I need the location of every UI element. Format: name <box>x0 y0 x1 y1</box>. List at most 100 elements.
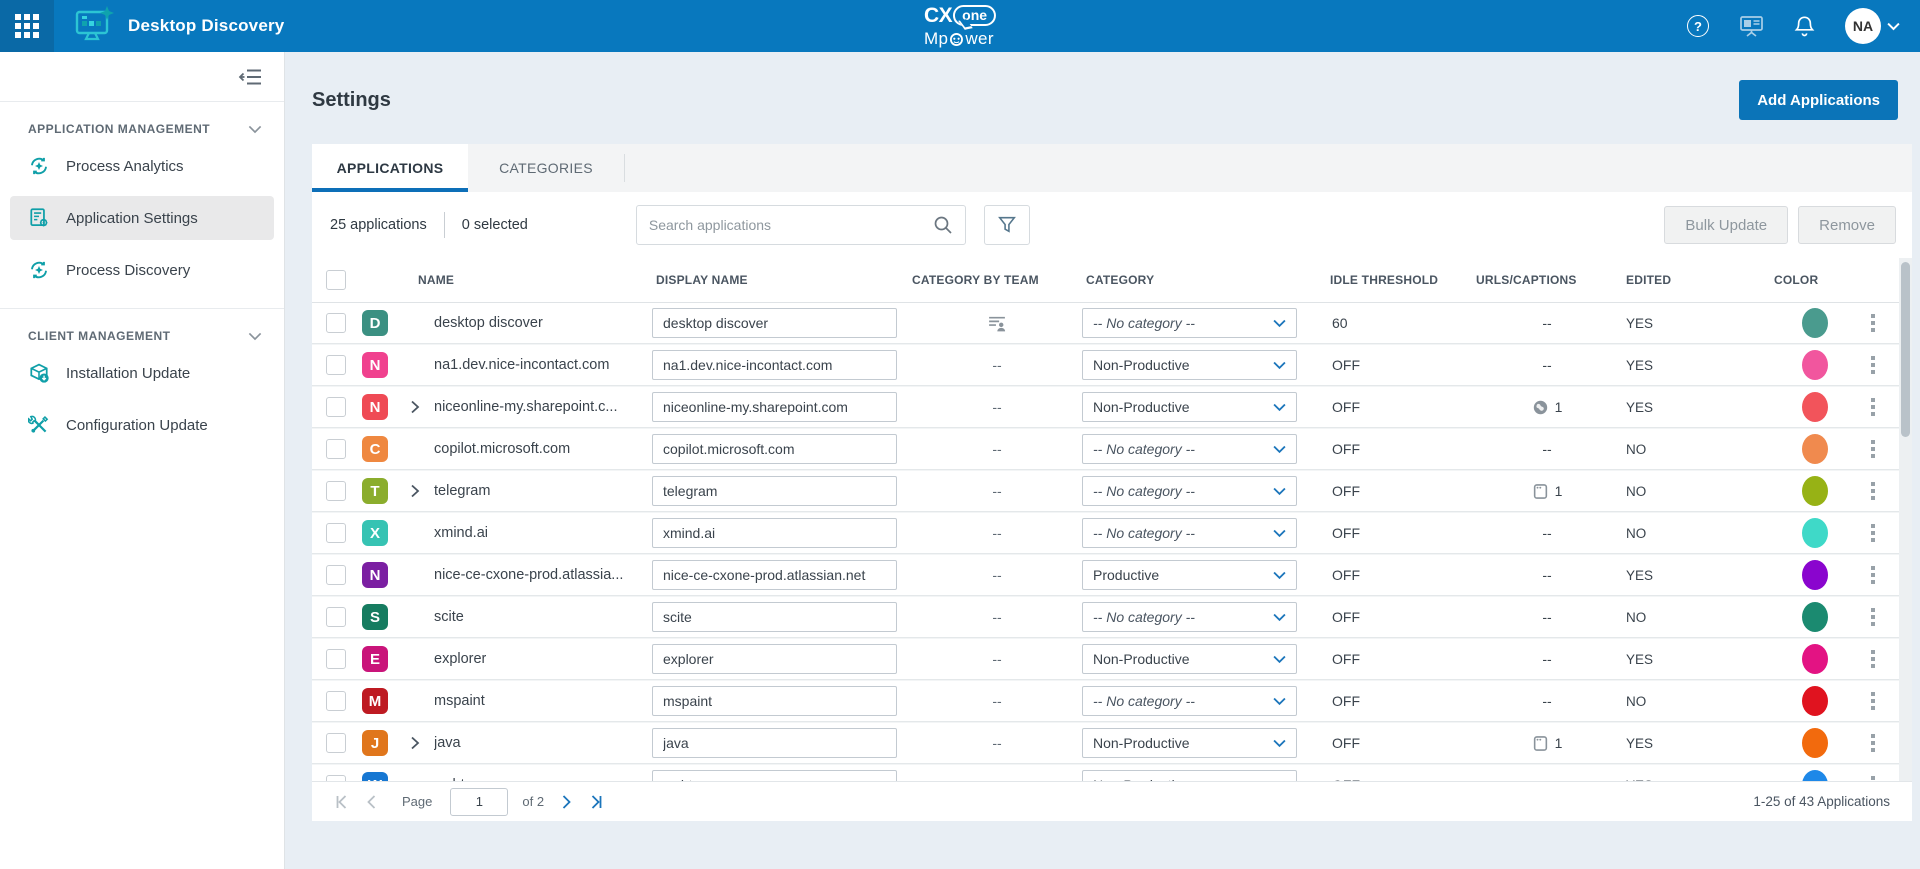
previous-page-button[interactable] <box>364 794 380 810</box>
row-menu-button[interactable] <box>1862 688 1884 714</box>
sidebar-item-configuration-update[interactable]: Configuration Update <box>10 403 274 447</box>
section-header-client-management[interactable]: CLIENT MANAGEMENT <box>0 329 284 343</box>
color-dot[interactable] <box>1801 476 1828 506</box>
row-menu-button[interactable] <box>1862 478 1884 504</box>
sidebar: APPLICATION MANAGEMENT Process Analytics… <box>0 52 285 869</box>
app-launcher-button[interactable] <box>0 0 54 52</box>
vertical-scrollbar[interactable] <box>1899 258 1912 781</box>
expand-chevron-icon[interactable] <box>410 400 426 414</box>
filter-button[interactable] <box>983 205 1030 245</box>
app-name: mspaint <box>434 693 485 709</box>
color-dot[interactable] <box>1801 602 1828 632</box>
category-dropdown[interactable]: -- No category -- <box>1082 518 1297 548</box>
row-menu-button[interactable] <box>1862 562 1884 588</box>
expand-chevron-icon[interactable] <box>410 484 426 498</box>
add-applications-button[interactable]: Add Applications <box>1739 80 1898 120</box>
row-menu-button[interactable] <box>1862 436 1884 462</box>
sidebar-item-process-discovery[interactable]: Process Discovery <box>10 248 274 292</box>
page-label: Page <box>402 794 433 809</box>
row-checkbox[interactable] <box>326 565 346 585</box>
row-checkbox[interactable] <box>326 355 346 375</box>
row-checkbox[interactable] <box>326 775 346 781</box>
color-dot[interactable] <box>1801 686 1828 716</box>
section-header-application-management[interactable]: APPLICATION MANAGEMENT <box>0 122 284 136</box>
row-checkbox[interactable] <box>326 397 346 417</box>
display-name-input[interactable] <box>652 476 897 506</box>
remove-button[interactable]: Remove <box>1798 206 1896 244</box>
row-menu-button[interactable] <box>1862 520 1884 546</box>
row-checkbox[interactable] <box>326 481 346 501</box>
sidebar-item-application-settings[interactable]: Application Settings <box>10 196 274 240</box>
sidebar-item-installation-update[interactable]: Installation Update <box>10 351 274 395</box>
presentation-board-icon[interactable] <box>1739 14 1764 38</box>
avatar[interactable]: NA <box>1845 8 1881 44</box>
category-dropdown[interactable]: Non-Productive <box>1082 392 1297 422</box>
row-menu-button[interactable] <box>1862 604 1884 630</box>
row-checkbox[interactable] <box>326 607 346 627</box>
collapse-sidebar-icon[interactable] <box>238 68 262 86</box>
row-checkbox[interactable] <box>326 733 346 753</box>
category-dropdown[interactable]: -- No category -- <box>1082 602 1297 632</box>
user-menu[interactable]: NA <box>1845 8 1900 44</box>
color-dot[interactable] <box>1801 350 1828 380</box>
search-box[interactable] <box>635 205 966 245</box>
select-all-checkbox[interactable] <box>326 270 346 290</box>
category-dropdown[interactable]: -- No category -- <box>1082 476 1297 506</box>
display-name-input[interactable] <box>652 686 897 716</box>
bulk-update-button[interactable]: Bulk Update <box>1664 206 1789 244</box>
color-dot[interactable] <box>1801 728 1828 758</box>
urls-captions-cell: -- <box>1472 777 1622 781</box>
row-checkbox[interactable] <box>326 691 346 711</box>
row-menu-button[interactable] <box>1862 730 1884 756</box>
row-checkbox[interactable] <box>326 313 346 333</box>
search-icon[interactable] <box>933 215 953 235</box>
row-menu-button[interactable] <box>1862 310 1884 336</box>
display-name-input[interactable] <box>652 434 897 464</box>
notifications-bell-icon[interactable] <box>1794 15 1815 38</box>
row-menu-button[interactable] <box>1862 394 1884 420</box>
main-content: Settings Add Applications APPLICATIONS C… <box>285 52 1920 869</box>
category-dropdown[interactable]: -- No category -- <box>1082 308 1297 338</box>
color-dot[interactable] <box>1801 392 1828 422</box>
display-name-input[interactable] <box>652 728 897 758</box>
help-icon[interactable]: ? <box>1687 15 1709 37</box>
color-dot[interactable] <box>1801 518 1828 548</box>
scrollbar-thumb[interactable] <box>1901 262 1910 437</box>
display-name-input[interactable] <box>652 602 897 632</box>
category-dropdown[interactable]: Non-Productive <box>1082 770 1297 781</box>
row-checkbox[interactable] <box>326 523 346 543</box>
color-dot[interactable] <box>1801 434 1828 464</box>
search-input[interactable] <box>648 217 933 233</box>
sidebar-item-process-analytics[interactable]: Process Analytics <box>10 144 274 188</box>
display-name-input[interactable] <box>652 392 897 422</box>
chevron-down-icon <box>1273 361 1286 369</box>
category-dropdown[interactable]: Non-Productive <box>1082 644 1297 674</box>
display-name-input[interactable] <box>652 308 897 338</box>
expand-chevron-icon[interactable] <box>410 736 426 750</box>
color-dot[interactable] <box>1801 770 1828 781</box>
last-page-button[interactable] <box>588 794 604 810</box>
display-name-input[interactable] <box>652 350 897 380</box>
row-menu-button[interactable] <box>1862 352 1884 378</box>
category-dropdown[interactable]: Productive <box>1082 560 1297 590</box>
color-dot[interactable] <box>1801 644 1828 674</box>
first-page-button[interactable] <box>334 794 350 810</box>
tab-applications[interactable]: APPLICATIONS <box>312 144 468 192</box>
page-number-input[interactable] <box>450 787 509 816</box>
category-dropdown[interactable]: Non-Productive <box>1082 728 1297 758</box>
display-name-input[interactable] <box>652 518 897 548</box>
tab-categories[interactable]: CATEGORIES <box>499 160 593 176</box>
display-name-input[interactable] <box>652 560 897 590</box>
category-dropdown[interactable]: Non-Productive <box>1082 350 1297 380</box>
category-dropdown[interactable]: -- No category -- <box>1082 434 1297 464</box>
category-dropdown[interactable]: -- No category -- <box>1082 686 1297 716</box>
row-checkbox[interactable] <box>326 649 346 669</box>
row-menu-button[interactable] <box>1862 646 1884 672</box>
row-checkbox[interactable] <box>326 439 346 459</box>
display-name-input[interactable] <box>652 770 897 781</box>
row-menu-button[interactable] <box>1862 772 1884 781</box>
display-name-input[interactable] <box>652 644 897 674</box>
color-dot[interactable] <box>1801 308 1828 338</box>
color-dot[interactable] <box>1801 560 1828 590</box>
next-page-button[interactable] <box>558 794 574 810</box>
